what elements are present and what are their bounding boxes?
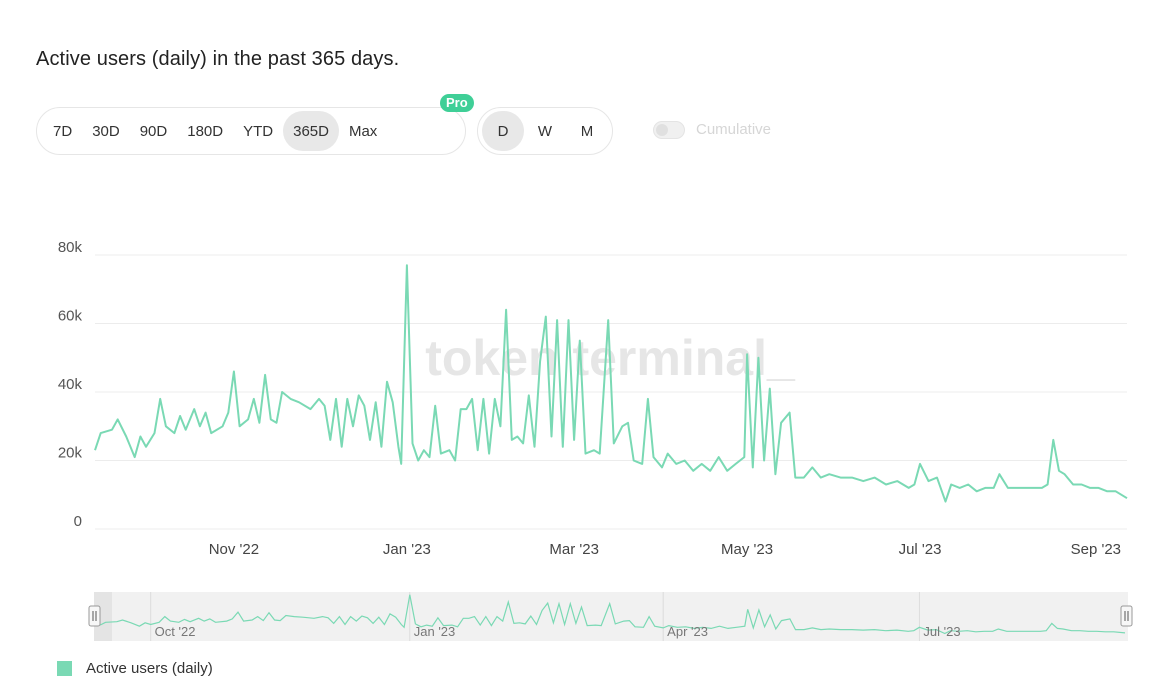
granularity-day-button[interactable]: D (482, 111, 524, 151)
x-tick-label: Sep '23 (1071, 541, 1121, 558)
time-range-selector: 7D 30D 90D 180D YTD 365D Max (36, 107, 466, 155)
navigator-tick-label: Apr '23 (667, 624, 708, 639)
x-tick-label: Jan '23 (383, 541, 431, 558)
navigator-left-mask (94, 592, 112, 641)
range-max-button[interactable]: Max (348, 122, 378, 140)
navigator-axis: Oct '22 Jan '23 Apr '23 Jul '23 (155, 624, 961, 639)
y-tick-label: 60k (58, 308, 83, 325)
legend-label: Active users (daily) (86, 660, 213, 677)
granularity-month-button[interactable]: M (580, 122, 594, 140)
cumulative-toggle[interactable] (653, 121, 685, 139)
navigator-background (94, 592, 1128, 641)
cumulative-label: Cumulative (696, 121, 772, 138)
chart-legend[interactable]: Active users (daily) (57, 660, 213, 677)
series-line[interactable] (94, 264, 1128, 503)
granularity-selector: D W M (477, 107, 613, 155)
navigator-left-handle[interactable] (88, 605, 101, 627)
navigator-series-line (99, 594, 1126, 635)
navigator-tick-label: Oct '22 (155, 624, 196, 639)
range-ytd-button[interactable]: YTD (243, 122, 274, 140)
pro-badge: Pro (440, 94, 474, 112)
y-tick-label: 80k (58, 239, 83, 256)
x-tick-label: Jul '23 (899, 541, 942, 558)
toggle-knob (656, 124, 668, 136)
x-axis: Nov '22 Jan '23 Mar '23 May '23 Jul '23 Sep '… (209, 541, 1121, 558)
navigator-tick-label: Jan '23 (414, 624, 456, 639)
range-30d-button[interactable]: 30D (92, 122, 120, 140)
x-tick-label: May '23 (721, 541, 773, 558)
navigator-grid (150, 592, 920, 641)
range-180d-button[interactable]: 180D (187, 122, 224, 140)
y-tick-label: 0 (74, 513, 82, 530)
y-tick-label: 40k (58, 376, 83, 393)
range-navigator[interactable]: Oct '22 Jan '23 Apr '23 Jul '23 (88, 592, 1133, 641)
navigator-right-handle[interactable] (1120, 605, 1133, 627)
range-7d-button[interactable]: 7D (53, 122, 73, 140)
granularity-week-button[interactable]: W (537, 122, 553, 140)
navigator-tick-label: Jul '23 (923, 624, 960, 639)
range-365d-button[interactable]: 365D (283, 111, 339, 151)
x-tick-label: Mar '23 (549, 541, 599, 558)
chart-title: Active users (daily) in the past 365 day… (36, 48, 400, 70)
y-tick-label: 20k (58, 445, 83, 462)
range-90d-button[interactable]: 90D (139, 122, 168, 140)
legend-swatch (57, 661, 72, 676)
x-tick-label: Nov '22 (209, 541, 259, 558)
y-axis: 0 20k 40k 60k 80k (58, 239, 83, 530)
